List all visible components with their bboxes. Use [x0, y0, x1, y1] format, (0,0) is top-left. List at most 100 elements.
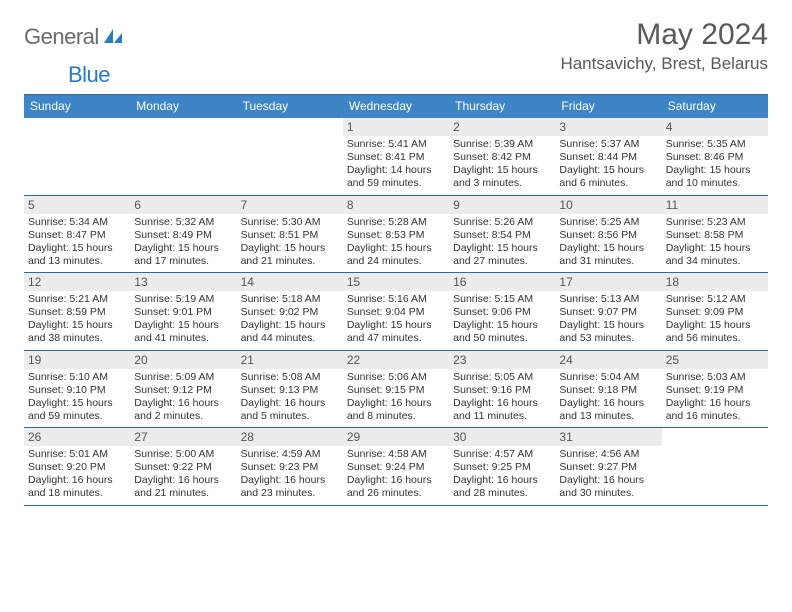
- day-number: 10: [555, 196, 661, 214]
- day-details: Sunrise: 5:16 AMSunset: 9:04 PMDaylight:…: [347, 293, 445, 346]
- daylight-line: Daylight: 15 hours and 6 minutes.: [559, 164, 657, 190]
- sunrise-line: Sunrise: 5:28 AM: [347, 216, 445, 229]
- sunset-line: Sunset: 9:22 PM: [134, 461, 232, 474]
- day-details: Sunrise: 4:57 AMSunset: 9:25 PMDaylight:…: [453, 448, 551, 501]
- day-number: 23: [449, 351, 555, 369]
- daylight-line: Daylight: 15 hours and 50 minutes.: [453, 319, 551, 345]
- calendar-cell: 1Sunrise: 5:41 AMSunset: 8:41 PMDaylight…: [343, 118, 449, 195]
- day-details: Sunrise: 5:28 AMSunset: 8:53 PMDaylight:…: [347, 216, 445, 269]
- calendar-cell: 22Sunrise: 5:06 AMSunset: 9:15 PMDayligh…: [343, 351, 449, 428]
- weekday-header: Friday: [555, 95, 661, 118]
- day-details: Sunrise: 4:56 AMSunset: 9:27 PMDaylight:…: [559, 448, 657, 501]
- sunrise-line: Sunrise: 5:12 AM: [666, 293, 764, 306]
- daylight-line: Daylight: 16 hours and 28 minutes.: [453, 474, 551, 500]
- daylight-line: Daylight: 15 hours and 59 minutes.: [28, 397, 126, 423]
- daylight-line: Daylight: 16 hours and 5 minutes.: [241, 397, 339, 423]
- sunset-line: Sunset: 8:41 PM: [347, 151, 445, 164]
- sunrise-line: Sunrise: 4:57 AM: [453, 448, 551, 461]
- sunset-line: Sunset: 8:49 PM: [134, 229, 232, 242]
- day-number: 25: [662, 351, 768, 369]
- calendar-cell-empty: [130, 118, 236, 195]
- daylight-line: Daylight: 15 hours and 21 minutes.: [241, 242, 339, 268]
- day-number: 24: [555, 351, 661, 369]
- day-number: 7: [237, 196, 343, 214]
- calendar-cell: 25Sunrise: 5:03 AMSunset: 9:19 PMDayligh…: [662, 351, 768, 428]
- day-details: Sunrise: 5:01 AMSunset: 9:20 PMDaylight:…: [28, 448, 126, 501]
- sunset-line: Sunset: 9:19 PM: [666, 384, 764, 397]
- daylight-line: Daylight: 16 hours and 11 minutes.: [453, 397, 551, 423]
- weekday-header: Wednesday: [343, 95, 449, 118]
- sunset-line: Sunset: 8:53 PM: [347, 229, 445, 242]
- day-details: Sunrise: 5:23 AMSunset: 8:58 PMDaylight:…: [666, 216, 764, 269]
- calendar-cell: 29Sunrise: 4:58 AMSunset: 9:24 PMDayligh…: [343, 428, 449, 505]
- daylight-line: Daylight: 15 hours and 41 minutes.: [134, 319, 232, 345]
- calendar-cell: 5 Sunrise: 5:34 AMSunset: 8:47 PMDaylight…: [24, 196, 130, 273]
- sunrise-line: Sunrise: 5:08 AM: [241, 371, 339, 384]
- sunrise-line: Sunrise: 5:34 AM: [28, 216, 126, 229]
- calendar-cell: 11Sunrise: 5:23 AMSunset: 8:58 PMDayligh…: [662, 196, 768, 273]
- sunrise-line: Sunrise: 5:01 AM: [28, 448, 126, 461]
- day-details: Sunrise: 5:26 AMSunset: 8:54 PMDaylight:…: [453, 216, 551, 269]
- month-title: May 2024: [560, 18, 768, 52]
- day-number: 14: [237, 273, 343, 291]
- day-details: Sunrise: 5:04 AMSunset: 9:18 PMDaylight:…: [559, 371, 657, 424]
- sunrise-line: Sunrise: 5:25 AM: [559, 216, 657, 229]
- day-details: Sunrise: 5:37 AMSunset: 8:44 PMDaylight:…: [559, 138, 657, 191]
- day-details: Sunrise: 5:21 AMSunset: 8:59 PMDaylight:…: [28, 293, 126, 346]
- sunset-line: Sunset: 9:15 PM: [347, 384, 445, 397]
- sunset-line: Sunset: 9:06 PM: [453, 306, 551, 319]
- day-number: 27: [130, 428, 236, 446]
- daylight-line: Daylight: 15 hours and 17 minutes.: [134, 242, 232, 268]
- sunrise-line: Sunrise: 5:04 AM: [559, 371, 657, 384]
- day-details: Sunrise: 5:41 AMSunset: 8:41 PMDaylight:…: [347, 138, 445, 191]
- day-details: Sunrise: 5:34 AMSunset: 8:47 PMDaylight:…: [28, 216, 126, 269]
- day-number: 5: [24, 196, 130, 214]
- calendar-cell-empty: [237, 118, 343, 195]
- sunset-line: Sunset: 8:51 PM: [241, 229, 339, 242]
- day-number: 3: [555, 118, 661, 136]
- sunset-line: Sunset: 9:09 PM: [666, 306, 764, 319]
- sunset-line: Sunset: 9:24 PM: [347, 461, 445, 474]
- sunrise-line: Sunrise: 4:58 AM: [347, 448, 445, 461]
- day-details: Sunrise: 5:15 AMSunset: 9:06 PMDaylight:…: [453, 293, 551, 346]
- calendar-cell: 19Sunrise: 5:10 AMSunset: 9:10 PMDayligh…: [24, 351, 130, 428]
- sunset-line: Sunset: 8:46 PM: [666, 151, 764, 164]
- daylight-line: Daylight: 15 hours and 34 minutes.: [666, 242, 764, 268]
- daylight-line: Daylight: 15 hours and 47 minutes.: [347, 319, 445, 345]
- logo-text-blue: Blue: [68, 62, 110, 88]
- weekday-header: Tuesday: [237, 95, 343, 118]
- calendar-cell: 26 Sunrise: 5:01 AMSunset: 9:20 PMDayligh…: [24, 428, 130, 505]
- calendar-cell: 13Sunrise: 5:19 AMSunset: 9:01 PMDayligh…: [130, 273, 236, 350]
- sunrise-line: Sunrise: 5:05 AM: [453, 371, 551, 384]
- day-number: 26: [24, 428, 130, 446]
- day-number: 15: [343, 273, 449, 291]
- calendar-cell: 21Sunrise: 5:08 AMSunset: 9:13 PMDayligh…: [237, 351, 343, 428]
- sunrise-line: Sunrise: 4:56 AM: [559, 448, 657, 461]
- sunrise-line: Sunrise: 5:32 AM: [134, 216, 232, 229]
- day-details: Sunrise: 5:19 AMSunset: 9:01 PMDaylight:…: [134, 293, 232, 346]
- daylight-line: Daylight: 16 hours and 23 minutes.: [241, 474, 339, 500]
- day-number: 16: [449, 273, 555, 291]
- calendar-cell: 31Sunrise: 4:56 AMSunset: 9:27 PMDayligh…: [555, 428, 661, 505]
- calendar-cell: 6Sunrise: 5:32 AMSunset: 8:49 PMDaylight…: [130, 196, 236, 273]
- sunset-line: Sunset: 9:12 PM: [134, 384, 232, 397]
- logo-sail-icon: [102, 27, 124, 45]
- day-details: Sunrise: 4:59 AMSunset: 9:23 PMDaylight:…: [241, 448, 339, 501]
- daylight-line: Daylight: 16 hours and 8 minutes.: [347, 397, 445, 423]
- daylight-line: Daylight: 16 hours and 30 minutes.: [559, 474, 657, 500]
- daylight-line: Daylight: 16 hours and 18 minutes.: [28, 474, 126, 500]
- sunset-line: Sunset: 8:54 PM: [453, 229, 551, 242]
- daylight-line: Daylight: 15 hours and 3 minutes.: [453, 164, 551, 190]
- sunrise-line: Sunrise: 5:06 AM: [347, 371, 445, 384]
- sunrise-line: Sunrise: 5:37 AM: [559, 138, 657, 151]
- sunset-line: Sunset: 9:02 PM: [241, 306, 339, 319]
- sunrise-line: Sunrise: 4:59 AM: [241, 448, 339, 461]
- sunrise-line: Sunrise: 5:26 AM: [453, 216, 551, 229]
- logo: General: [24, 18, 126, 50]
- calendar-cell: 14Sunrise: 5:18 AMSunset: 9:02 PMDayligh…: [237, 273, 343, 350]
- daylight-line: Daylight: 15 hours and 27 minutes.: [453, 242, 551, 268]
- calendar-week-row: 1Sunrise: 5:41 AMSunset: 8:41 PMDaylight…: [24, 118, 768, 196]
- sunset-line: Sunset: 8:59 PM: [28, 306, 126, 319]
- sunset-line: Sunset: 9:13 PM: [241, 384, 339, 397]
- sunset-line: Sunset: 9:04 PM: [347, 306, 445, 319]
